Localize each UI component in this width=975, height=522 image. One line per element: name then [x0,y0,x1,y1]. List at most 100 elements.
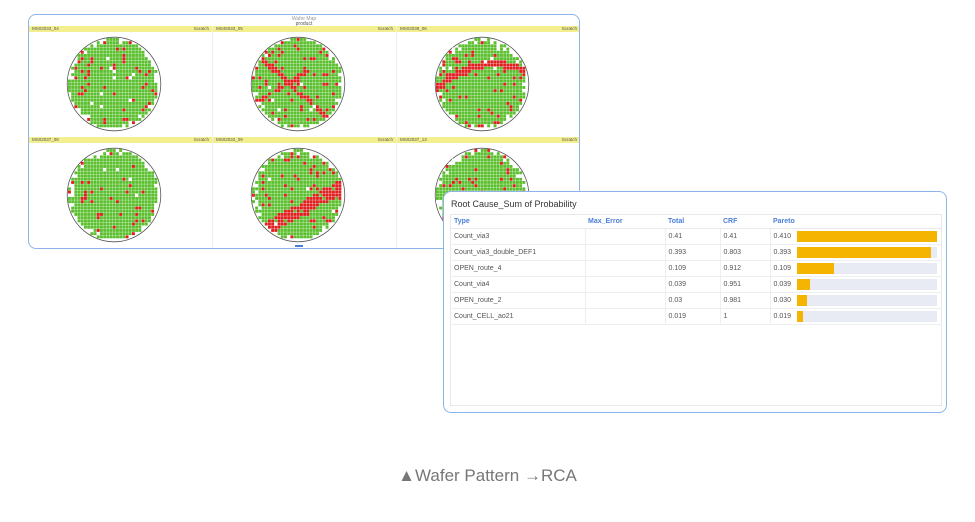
die [100,225,103,229]
table-row[interactable]: Count_via4 0.039 0.951 0.039 [451,276,941,293]
die [500,54,503,57]
die [280,158,284,162]
die [516,57,519,61]
die [522,181,526,184]
die [335,73,339,77]
die [452,158,455,162]
die [84,66,87,70]
die [458,111,462,115]
die [293,121,297,125]
defect-die [506,66,510,70]
die [474,174,478,178]
die [303,92,307,96]
die [512,174,516,178]
die [112,70,116,73]
die [509,168,513,172]
die [277,171,281,175]
die [290,57,294,61]
wafer-cell[interactable]: MS02038_06 Scratch [397,26,579,137]
wafer-cell[interactable]: MS02037_08 Scratch [29,137,213,248]
defect-die [261,57,265,61]
die [122,213,126,216]
die [500,118,503,121]
die [103,152,107,156]
die [480,98,484,102]
table-row[interactable]: OPEN_route_4 0.109 0.912 0.109 [451,260,941,277]
die [144,200,148,204]
die [300,187,303,191]
die [300,70,303,73]
die [138,57,142,61]
die [300,57,303,61]
die [87,216,91,220]
die [112,216,116,220]
die [100,155,103,159]
die [464,86,468,89]
die [487,38,491,41]
die [471,108,475,112]
defect-die [151,89,155,93]
die [312,232,316,236]
defect-die [316,193,319,197]
die [258,63,262,67]
die [112,187,116,191]
die [274,155,278,159]
table-row[interactable]: Count_CELL_ao21 0.019 1 0.019 [451,308,941,325]
defect-die [338,181,342,184]
table-row[interactable]: Count_via3 0.41 0.41 0.410 [451,228,941,245]
die [516,102,519,105]
die [471,177,475,181]
die [296,152,300,156]
die [312,114,316,118]
wafer-cell[interactable]: MS45033_05 Scratch [213,26,397,137]
table-row[interactable]: OPEN_route_2 0.03 0.981 0.030 [451,292,941,309]
die [109,190,113,194]
die [293,118,297,121]
die [138,181,142,184]
die [264,171,268,175]
die [296,121,300,125]
die [516,95,519,99]
die [506,98,510,102]
die [312,86,316,89]
table-row[interactable]: Count_via3_double_DEF1 0.393 0.803 0.393 [451,244,941,261]
die [280,184,284,188]
pagination-indicator[interactable] [295,245,303,247]
wafer-cell[interactable]: MS02033_04 Scratch [29,26,213,137]
die [100,232,103,236]
column-header-crf[interactable]: CRF [720,215,770,229]
defect-die [261,203,265,207]
die [106,89,110,93]
die [319,118,323,121]
die [135,209,139,213]
die [103,222,107,226]
die [309,105,313,109]
defect-die [87,82,91,86]
wafer-cell[interactable]: MS02033_09 Scratch [213,137,397,248]
die [90,89,94,93]
die [309,209,313,213]
die [458,155,462,159]
die [280,95,284,99]
die [268,70,271,73]
die [271,181,275,184]
die [322,79,326,83]
column-header-type[interactable]: Type [451,215,585,229]
die [319,102,323,105]
column-header-total[interactable]: Total [665,215,720,229]
die [287,118,291,121]
die [255,203,259,207]
die [493,187,497,191]
die [468,89,471,93]
defect-die [306,197,310,200]
column-header-max-error[interactable]: Max_Error [585,215,665,229]
defect-die [96,213,100,216]
column-header-pareto[interactable]: Pareto [770,215,941,229]
die [280,121,284,125]
die [271,168,275,172]
die [309,60,313,64]
die [151,190,155,194]
die [261,54,265,57]
die [461,111,465,115]
die [119,98,123,102]
